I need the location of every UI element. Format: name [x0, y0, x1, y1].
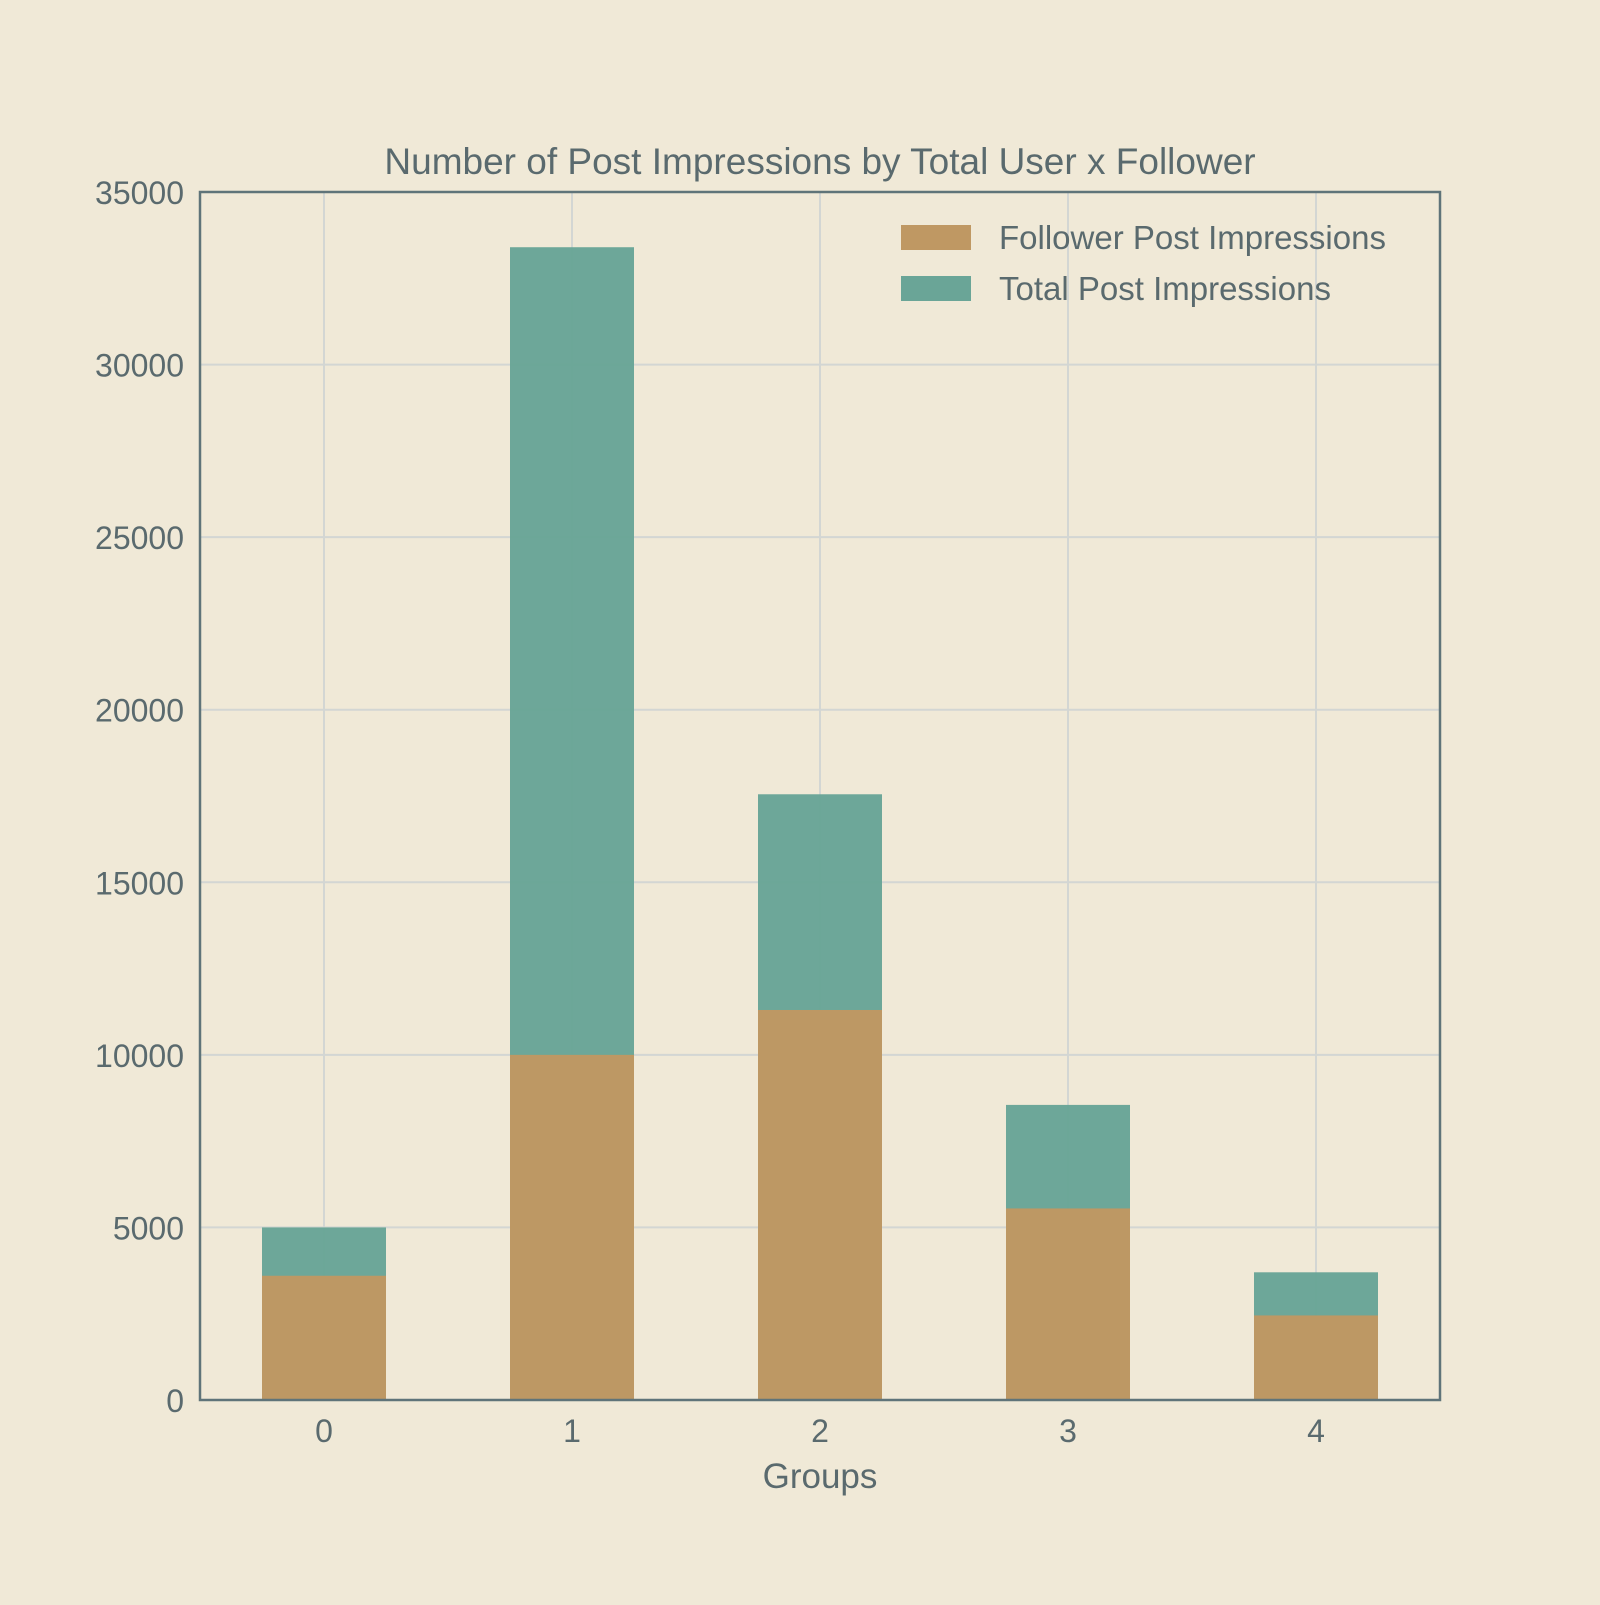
- bar-follower-post-impressions-3: [1006, 1208, 1130, 1400]
- legend: Follower Post Impressions Total Post Imp…: [901, 219, 1386, 307]
- bar-follower-post-impressions-2: [758, 1009, 882, 1400]
- y-tick-label-1: 5000: [113, 1210, 184, 1246]
- legend-label-total: Total Post Impressions: [999, 270, 1331, 307]
- x-tick-label-1: 1: [563, 1413, 581, 1449]
- x-tick-label-4: 4: [1307, 1413, 1325, 1449]
- x-tick-label-3: 3: [1059, 1413, 1077, 1449]
- y-tick-label-3: 15000: [95, 865, 184, 901]
- bars-layer: [262, 247, 1378, 1400]
- legend-swatch-total: [901, 276, 971, 301]
- legend-swatch-follower: [901, 225, 971, 250]
- y-tick-labels: 0 5000 10000 15000 20000 25000 30000 35000: [95, 175, 184, 1419]
- bar-follower-post-impressions-4: [1254, 1315, 1378, 1400]
- x-tick-label-0: 0: [315, 1413, 333, 1449]
- x-axis-label: Groups: [763, 1457, 878, 1496]
- x-tick-labels: 0 1 2 3 4: [315, 1413, 1325, 1449]
- y-tick-label-5: 25000: [95, 520, 184, 556]
- plot-frame: [198, 190, 1442, 1402]
- x-tick-label-2: 2: [811, 1413, 829, 1449]
- y-tick-label-7: 35000: [95, 175, 184, 211]
- y-tick-label-6: 30000: [95, 348, 184, 384]
- bar-follower-post-impressions-0: [262, 1275, 386, 1400]
- y-tick-label-2: 10000: [95, 1038, 184, 1074]
- y-tick-label-4: 20000: [95, 693, 184, 729]
- legend-label-follower: Follower Post Impressions: [999, 219, 1386, 256]
- y-tick-label-0: 0: [166, 1383, 184, 1419]
- bar-follower-post-impressions-1: [510, 1054, 634, 1400]
- chart-title: Number of Post Impressions by Total User…: [384, 141, 1255, 182]
